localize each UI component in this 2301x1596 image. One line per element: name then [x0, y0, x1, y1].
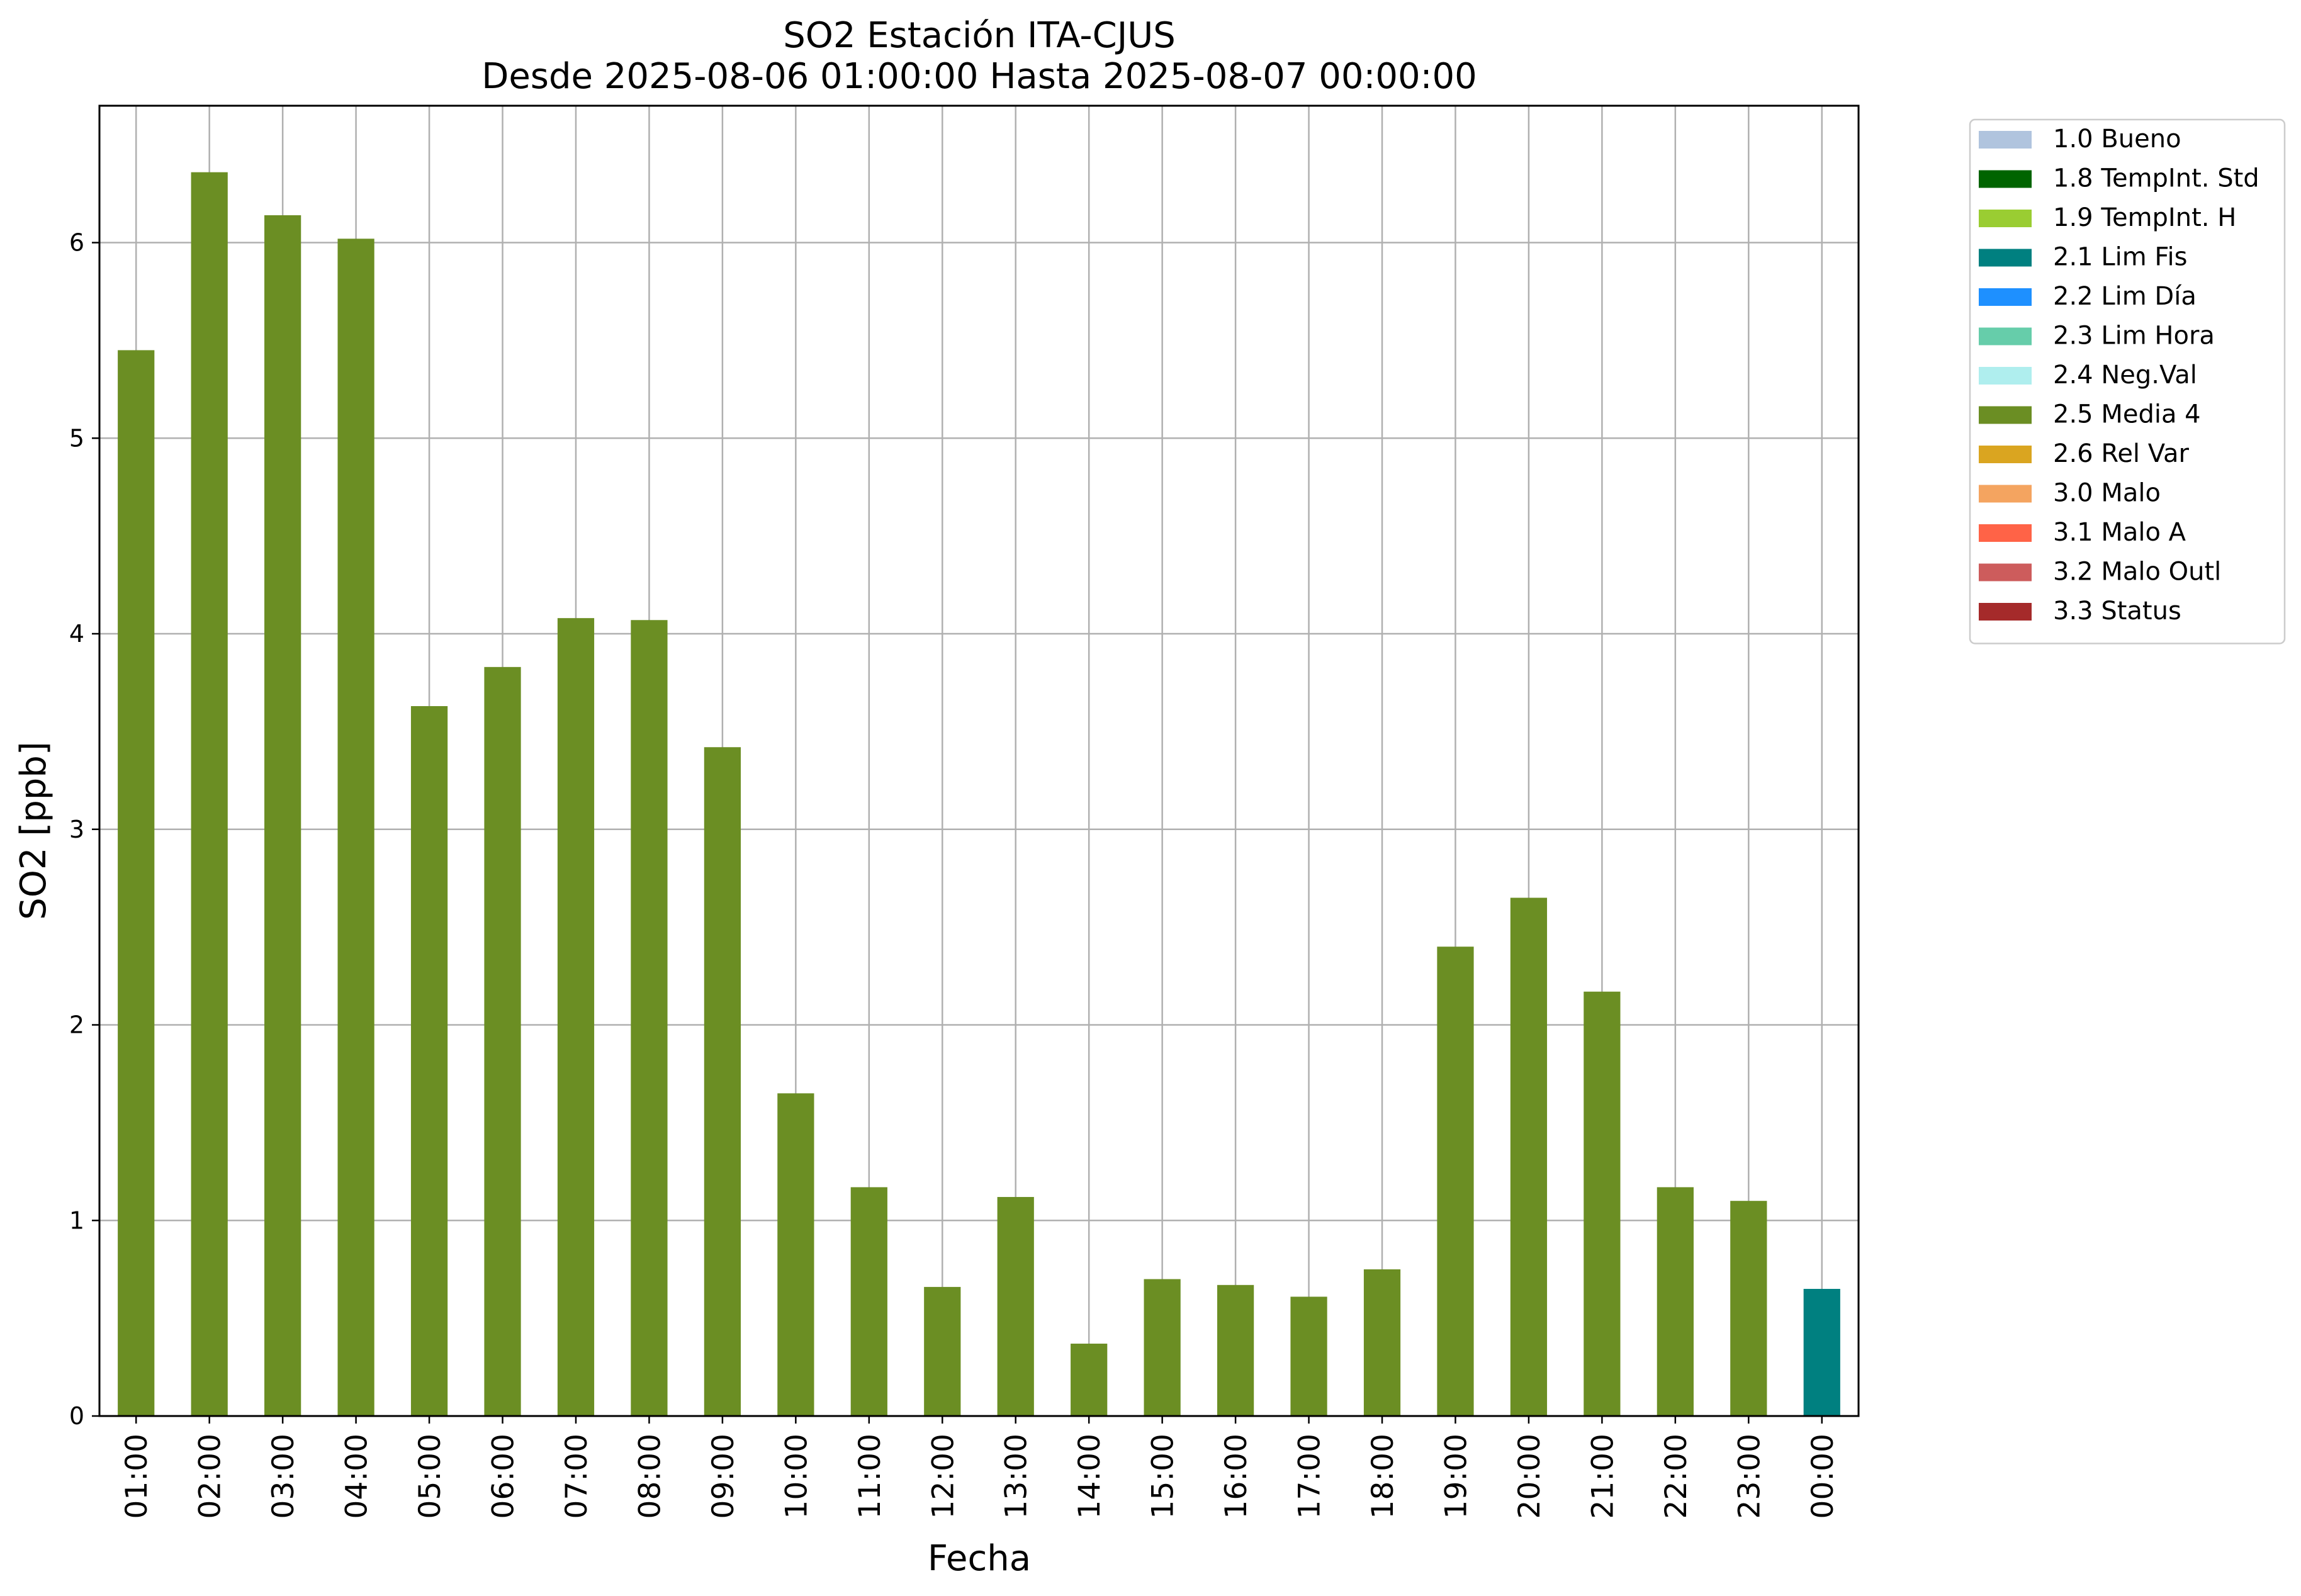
- x-tick-label: 20:00: [1512, 1434, 1547, 1519]
- bar-1100: [850, 1187, 887, 1416]
- bar-0300: [264, 215, 301, 1416]
- x-tick-label: 16:00: [1219, 1434, 1254, 1519]
- legend-swatch: [1979, 131, 2032, 149]
- legend-swatch: [1979, 327, 2032, 346]
- legend-label: 1.8 TempInt. Std: [2053, 164, 2259, 193]
- legend-label: 2.6 Rel Var: [2053, 439, 2190, 468]
- bar-0800: [631, 620, 668, 1416]
- x-tick-label: 09:00: [706, 1434, 741, 1519]
- x-tick-label: 02:00: [193, 1434, 228, 1519]
- bar-2000: [1510, 897, 1548, 1416]
- axes: 0 1 2 3 4 5 6 01:00 02:00 03:00 04:00 05:00 06:00 07:…: [69, 104, 1860, 1519]
- bar-0700: [557, 618, 595, 1416]
- x-tick-label: 18:00: [1366, 1434, 1400, 1519]
- legend-swatch: [1979, 563, 2032, 582]
- x-tick-label: 17:00: [1293, 1434, 1327, 1519]
- x-tick-label: 11:00: [853, 1434, 887, 1519]
- x-tick-label: 14:00: [1072, 1434, 1107, 1519]
- y-tick-label: 1: [69, 1206, 84, 1234]
- x-tick-label: 12:00: [926, 1434, 960, 1519]
- plot-frame: [98, 104, 1860, 1417]
- legend-label: 3.2 Malo Outl: [2053, 558, 2221, 587]
- legend-label: 2.3 Lim Hora: [2053, 322, 2215, 351]
- bar-1300: [997, 1196, 1034, 1416]
- legend-label: 2.1 Lim Fis: [2053, 243, 2187, 272]
- y-tick-label: 5: [69, 424, 84, 452]
- bar-0400: [337, 239, 374, 1416]
- legend-swatch: [1979, 446, 2032, 463]
- bar-0000: [1803, 1289, 1840, 1416]
- x-tick-label: 21:00: [1585, 1434, 1620, 1519]
- chart-title-line1: SO2 Estación ITA-CJUS: [783, 15, 1176, 56]
- legend-box: [1969, 118, 2286, 644]
- y-tick-label: 4: [69, 620, 84, 648]
- legend-label: 3.1 Malo A: [2053, 518, 2186, 547]
- bar-0100: [118, 350, 155, 1416]
- legend-label: 1.0 Bueno: [2053, 125, 2181, 154]
- legend-swatch: [1979, 288, 2032, 306]
- x-tick-label: 22:00: [1659, 1434, 1694, 1519]
- bar-1000: [777, 1093, 814, 1416]
- legend-swatch: [1979, 485, 2032, 503]
- legend-swatch: [1979, 406, 2032, 424]
- x-tick-label: 13:00: [999, 1434, 1034, 1519]
- legend-swatch: [1979, 210, 2032, 227]
- bar-2300: [1730, 1201, 1767, 1416]
- x-tick-label: 01:00: [120, 1434, 154, 1519]
- legend-swatch: [1979, 170, 2032, 188]
- bar-1200: [924, 1286, 961, 1416]
- bar-1800: [1363, 1269, 1401, 1416]
- x-tick-label: 05:00: [413, 1434, 447, 1519]
- x-tick-label: 15:00: [1146, 1434, 1181, 1519]
- y-tick-label: 6: [69, 229, 84, 257]
- legend: 1.0 Bueno 1.8 TempInt. Std 1.9 TempInt. H 2…: [1969, 118, 2286, 644]
- legend-label: 1.9 TempInt. H: [2053, 203, 2236, 232]
- chart-title-line2: Desde 2025-08-06 01:00:00 Hasta 2025-08-…: [481, 56, 1477, 97]
- y-tick-label: 0: [69, 1402, 84, 1430]
- bar-1900: [1437, 947, 1474, 1416]
- bars: [118, 172, 1840, 1417]
- x-tick-label: 08:00: [633, 1434, 667, 1519]
- legend-label: 2.4 Neg.Val: [2053, 361, 2197, 390]
- y-tick-label: 2: [69, 1011, 84, 1039]
- bar-1400: [1071, 1344, 1108, 1416]
- bar-0200: [191, 172, 228, 1417]
- bar-0500: [410, 705, 448, 1416]
- legend-swatch: [1979, 524, 2032, 542]
- x-tick-label: 06:00: [487, 1434, 521, 1519]
- legend-swatch: [1979, 367, 2032, 385]
- x-tick-label: 19:00: [1439, 1434, 1473, 1519]
- legend-label: 3.0 Malo: [2053, 479, 2161, 508]
- y-axis-label: SO2 [ppb]: [13, 741, 54, 919]
- x-tick-label: 07:00: [560, 1434, 594, 1519]
- x-tick-label: 00:00: [1806, 1434, 1840, 1519]
- legend-swatch: [1979, 249, 2032, 267]
- bar-1500: [1144, 1279, 1181, 1416]
- y-tick-label: 3: [69, 816, 84, 843]
- x-tick-label: 23:00: [1732, 1434, 1767, 1519]
- bar-0900: [704, 747, 741, 1416]
- x-tick-label: 04:00: [340, 1434, 374, 1519]
- legend-label: 2.5 Media 4: [2053, 400, 2201, 429]
- bar-2100: [1584, 991, 1621, 1416]
- bar-1600: [1217, 1284, 1254, 1416]
- legend-label: 2.2 Lim Día: [2053, 282, 2197, 311]
- bar-0600: [484, 666, 521, 1416]
- bar-1700: [1290, 1296, 1327, 1416]
- bar-2200: [1657, 1187, 1694, 1416]
- x-tick-label: 10:00: [779, 1434, 814, 1519]
- x-axis-label: Fecha: [928, 1538, 1031, 1579]
- legend-swatch: [1979, 603, 2032, 621]
- x-tick-label: 03:00: [266, 1434, 301, 1519]
- legend-label: 3.3 Status: [2053, 597, 2181, 626]
